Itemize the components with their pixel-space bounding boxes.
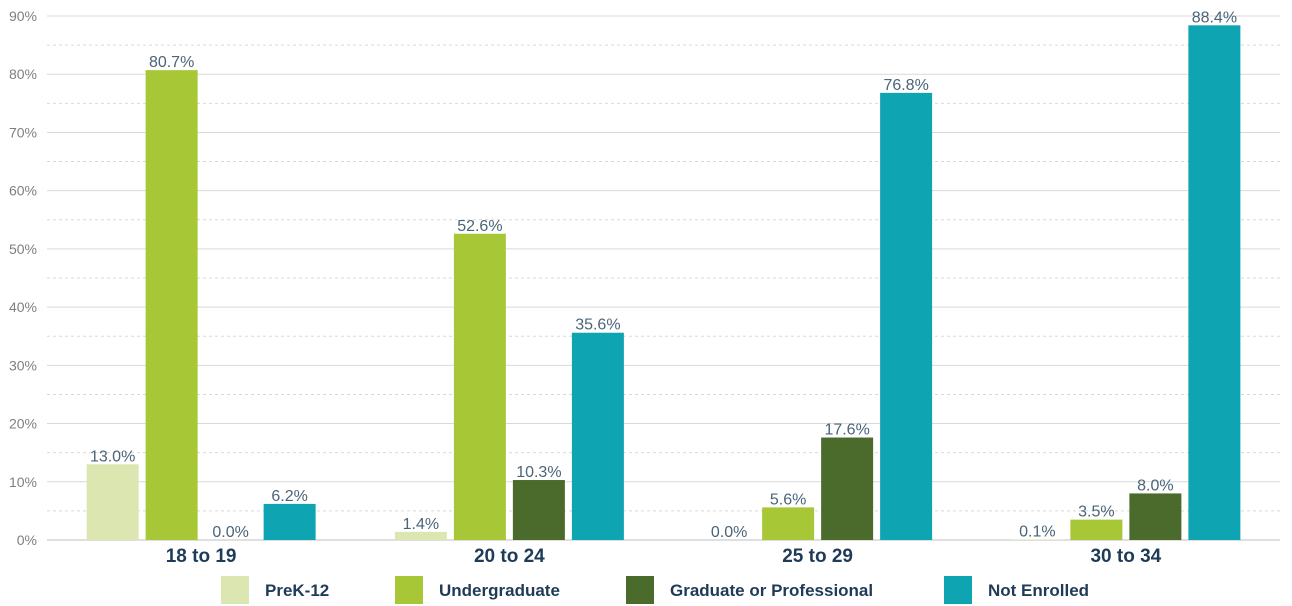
y-tick-label: 40% [9,299,37,315]
bar-not-enrolled [263,503,316,540]
legend-label: Undergraduate [439,581,560,600]
legend-label: Graduate or Professional [670,581,873,600]
data-label: 0.1% [1019,523,1055,540]
y-tick-label: 30% [9,357,37,373]
bar-undergraduate [453,233,506,541]
y-tick-label: 60% [9,183,37,199]
y-tick-label: 80% [9,66,37,82]
data-label: 0.0% [212,524,248,541]
data-label: 1.4% [403,516,439,533]
bar-not-enrolled [571,332,624,540]
bar-prek-12 [86,464,139,540]
data-label: 88.4% [1192,9,1237,26]
x-axis-ticks: 18 to 19 20 to 24 25 to 29 30 to 34 [166,546,1162,567]
bar-graduate-or-professional [821,437,874,540]
data-label: 80.7% [149,54,194,71]
legend-swatch [395,576,423,604]
bar-graduate-or-professional [1129,493,1182,540]
bar-prek-12 [1011,539,1064,540]
x-tick-label: 20 to 24 [474,546,545,567]
x-tick-label: 30 to 34 [1090,546,1161,567]
bar-undergraduate [1070,519,1123,540]
data-label: 52.6% [457,218,502,235]
gridlines [47,15,1280,541]
data-label: 13.0% [90,448,135,465]
bar-not-enrolled [1188,25,1241,541]
data-label: 0.0% [711,524,747,541]
y-tick-label: 0% [17,532,37,548]
legend: PreK-12 Undergraduate Graduate or Professi… [221,576,1089,604]
data-labels: 13.0% 80.7% 0.0% 6.2% 1.4% 52.6% 10.3% 35.6% 0.0… [90,9,1237,541]
y-tick-label: 10% [9,474,37,490]
bar-prek-12 [394,531,447,540]
bar-graduate-or-professional [512,480,565,540]
legend-label: PreK-12 [265,581,329,600]
bar-undergraduate [762,507,815,540]
legend-swatch [221,576,249,604]
bar-undergraduate [145,70,198,540]
data-label: 76.8% [883,77,928,94]
data-label: 3.5% [1078,504,1114,521]
data-label: 10.3% [516,464,561,481]
data-label: 5.6% [770,491,806,508]
bars [86,25,1241,541]
bar-not-enrolled [880,92,933,540]
y-tick-label: 90% [9,8,37,24]
data-label: 35.6% [575,317,620,334]
data-label: 6.2% [271,488,307,505]
legend-label: Not Enrolled [988,581,1089,600]
x-tick-label: 25 to 29 [782,546,853,567]
y-tick-label: 20% [9,416,37,432]
data-label: 17.6% [824,422,869,439]
y-tick-label: 70% [9,124,37,140]
legend-swatch [626,576,654,604]
x-tick-label: 18 to 19 [166,546,237,567]
legend-swatch [944,576,972,604]
y-axis-ticks: 0% 10% 20% 30% 40% 50% 60% 70% 80% 90% [9,8,37,548]
y-tick-label: 50% [9,241,37,257]
data-label: 8.0% [1137,477,1173,494]
